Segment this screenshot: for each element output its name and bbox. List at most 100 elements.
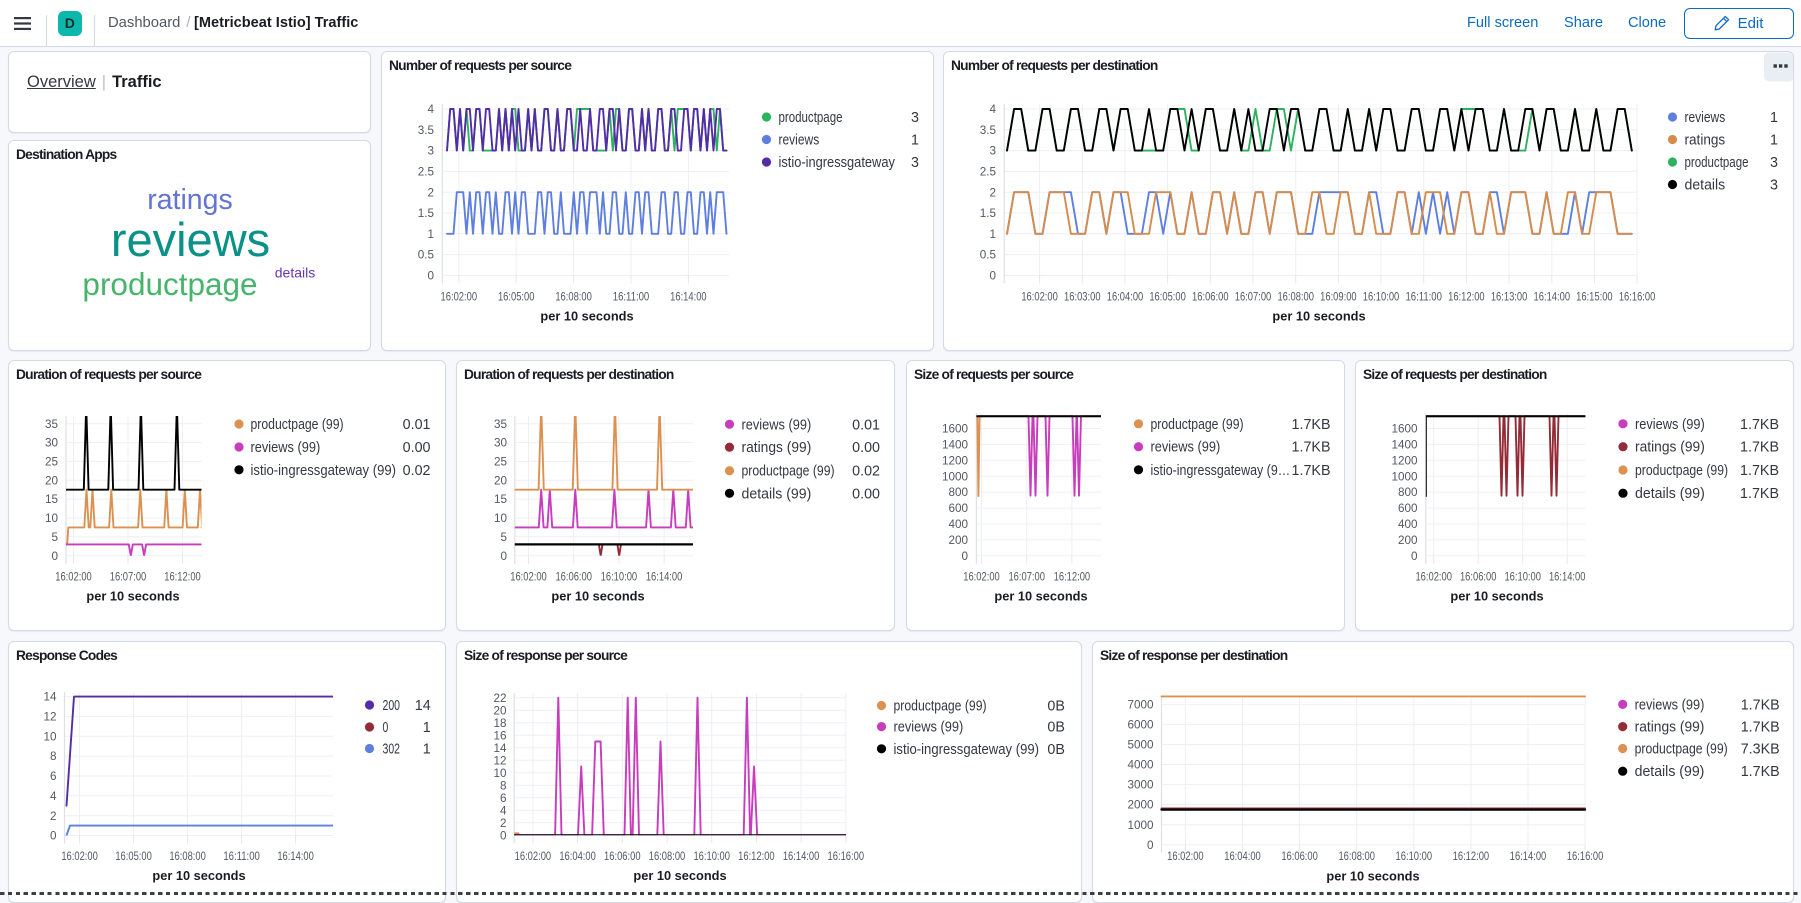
svg-text:600: 600 <box>948 502 968 515</box>
svg-text:16:14:00: 16:14:00 <box>1510 850 1547 863</box>
svg-text:1000: 1000 <box>942 470 969 483</box>
svg-text:16:06:00: 16:06:00 <box>1192 291 1229 304</box>
svg-text:1: 1 <box>1770 110 1778 126</box>
svg-text:1.5: 1.5 <box>980 207 997 220</box>
svg-text:0: 0 <box>961 550 968 563</box>
svg-text:16:12:00: 16:12:00 <box>1448 291 1485 304</box>
svg-text:0: 0 <box>1147 839 1154 852</box>
svg-text:per 10 seconds: per 10 seconds <box>994 589 1087 604</box>
svg-text:productpage: productpage <box>779 110 843 126</box>
svg-text:16:02:00: 16:02:00 <box>1167 850 1204 863</box>
svg-text:reviews (99): reviews (99) <box>742 417 812 433</box>
svg-text:reviews (99): reviews (99) <box>1635 697 1705 713</box>
svg-text:0.5: 0.5 <box>980 249 997 262</box>
svg-text:16:04:00: 16:04:00 <box>1107 291 1144 304</box>
svg-text:10: 10 <box>493 767 507 780</box>
svg-text:1: 1 <box>989 228 996 241</box>
svg-text:16:07:00: 16:07:00 <box>1008 571 1045 584</box>
svg-text:14: 14 <box>43 691 57 704</box>
svg-text:12: 12 <box>493 754 506 767</box>
svg-text:16:02:00: 16:02:00 <box>515 850 552 863</box>
svg-text:2: 2 <box>989 186 996 199</box>
svg-text:16:10:00: 16:10:00 <box>693 850 730 863</box>
svg-text:16:06:00: 16:06:00 <box>1460 571 1497 584</box>
svg-text:productpage (99): productpage (99) <box>742 464 835 480</box>
svg-text:4: 4 <box>989 103 996 116</box>
svg-text:600: 600 <box>1398 502 1418 515</box>
svg-text:details: details <box>1685 178 1726 194</box>
svg-text:2000: 2000 <box>1127 799 1154 812</box>
svg-text:0: 0 <box>500 550 507 563</box>
svg-text:0.00: 0.00 <box>852 440 880 456</box>
svg-text:3.5: 3.5 <box>418 124 435 137</box>
svg-text:10: 10 <box>494 512 508 525</box>
svg-text:per 10 seconds: per 10 seconds <box>551 589 644 604</box>
svg-text:400: 400 <box>948 518 968 531</box>
svg-text:1200: 1200 <box>1391 454 1418 467</box>
svg-text:16:08:00: 16:08:00 <box>1338 850 1375 863</box>
svg-text:16:05:00: 16:05:00 <box>498 291 535 304</box>
svg-text:ratings: ratings <box>1685 133 1726 149</box>
svg-text:3000: 3000 <box>1127 779 1154 792</box>
svg-text:16:11:00: 16:11:00 <box>223 850 260 863</box>
svg-text:10: 10 <box>43 730 57 743</box>
svg-text:16:14:00: 16:14:00 <box>783 850 820 863</box>
svg-text:1: 1 <box>423 720 431 736</box>
svg-text:details: details <box>275 265 315 281</box>
svg-text:1: 1 <box>427 228 434 241</box>
svg-text:16:10:00: 16:10:00 <box>1363 291 1400 304</box>
svg-text:1.5: 1.5 <box>418 207 435 220</box>
svg-text:0.02: 0.02 <box>852 464 880 480</box>
svg-text:per 10 seconds: per 10 seconds <box>633 868 726 883</box>
svg-text:20: 20 <box>494 474 508 487</box>
svg-text:3: 3 <box>989 145 996 158</box>
svg-text:reviews (99): reviews (99) <box>894 720 964 736</box>
svg-text:25: 25 <box>45 456 59 469</box>
svg-text:0B: 0B <box>1047 720 1065 736</box>
svg-text:0: 0 <box>50 830 57 843</box>
svg-text:2.5: 2.5 <box>980 166 997 179</box>
svg-text:0.5: 0.5 <box>418 249 435 262</box>
svg-text:16:07:00: 16:07:00 <box>110 571 147 584</box>
svg-text:0.01: 0.01 <box>852 417 880 433</box>
svg-text:details (99): details (99) <box>1635 486 1705 502</box>
svg-text:per 10 seconds: per 10 seconds <box>1326 869 1419 884</box>
svg-text:productpage (99): productpage (99) <box>251 417 344 433</box>
svg-text:reviews: reviews <box>779 133 820 149</box>
svg-text:productpage: productpage <box>82 266 257 302</box>
svg-text:16:02:00: 16:02:00 <box>510 571 547 584</box>
svg-text:per 10 seconds: per 10 seconds <box>540 309 633 324</box>
svg-text:0: 0 <box>51 550 58 563</box>
svg-text:20: 20 <box>45 474 59 487</box>
svg-text:1.7KB: 1.7KB <box>1740 486 1779 502</box>
svg-text:10: 10 <box>45 512 59 525</box>
svg-text:ratings (99): ratings (99) <box>1635 720 1705 736</box>
svg-text:6: 6 <box>50 770 57 783</box>
svg-text:1.7KB: 1.7KB <box>1740 440 1779 456</box>
svg-text:16:16:00: 16:16:00 <box>1619 291 1656 304</box>
svg-text:per 10 seconds: per 10 seconds <box>1450 589 1543 604</box>
svg-text:16:08:00: 16:08:00 <box>555 291 592 304</box>
svg-text:16:12:00: 16:12:00 <box>164 571 201 584</box>
svg-text:25: 25 <box>494 456 508 469</box>
svg-text:0: 0 <box>989 270 996 283</box>
svg-text:reviews (99): reviews (99) <box>251 440 321 456</box>
svg-text:16:05:00: 16:05:00 <box>1149 291 1186 304</box>
svg-text:8: 8 <box>50 750 57 763</box>
svg-text:productpage: productpage <box>1685 155 1749 171</box>
svg-text:6: 6 <box>500 792 507 805</box>
svg-text:per 10 seconds: per 10 seconds <box>1272 309 1365 324</box>
svg-text:1400: 1400 <box>1391 439 1418 452</box>
svg-text:1600: 1600 <box>1391 423 1418 436</box>
svg-text:16:02:00: 16:02:00 <box>1415 571 1452 584</box>
svg-text:3: 3 <box>1770 155 1778 171</box>
svg-text:200: 200 <box>948 534 968 547</box>
svg-text:0: 0 <box>427 270 434 283</box>
svg-text:reviews: reviews <box>111 213 270 266</box>
svg-text:reviews (99): reviews (99) <box>1635 417 1705 433</box>
svg-text:16:08:00: 16:08:00 <box>1277 291 1314 304</box>
svg-text:16:14:00: 16:14:00 <box>277 850 314 863</box>
svg-text:16:10:00: 16:10:00 <box>1504 571 1541 584</box>
svg-text:16:16:00: 16:16:00 <box>1567 850 1604 863</box>
svg-text:2.5: 2.5 <box>418 166 435 179</box>
